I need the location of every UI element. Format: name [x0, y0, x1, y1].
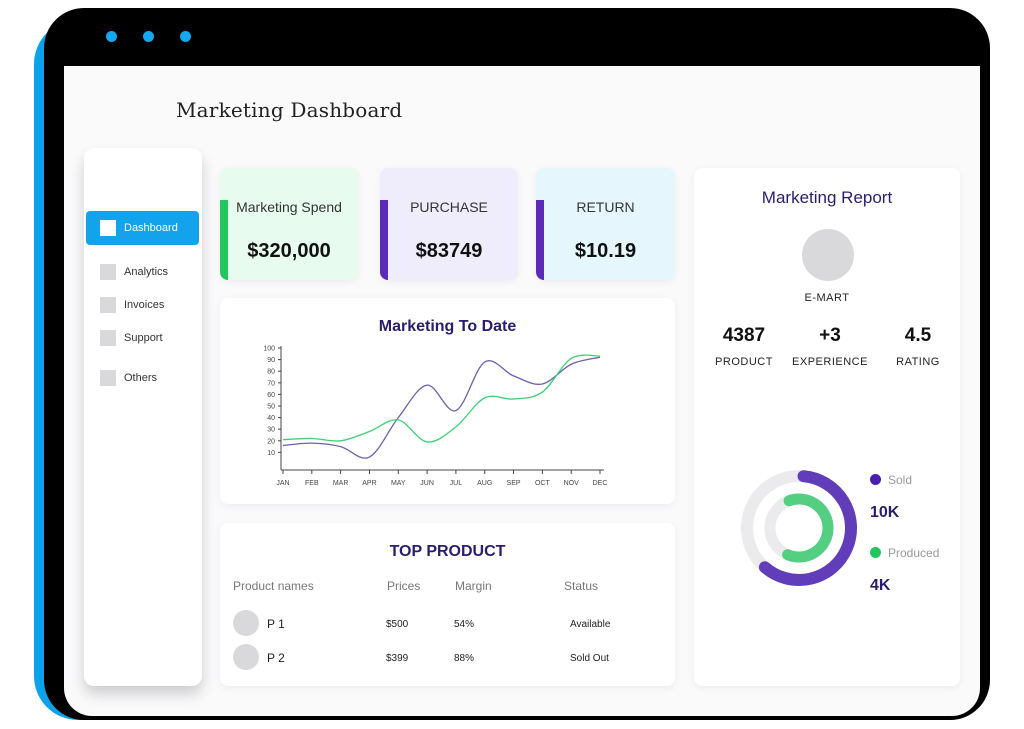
product-margin: 88% — [454, 653, 475, 664]
dashboard-icon — [100, 220, 116, 236]
window-dot-icon — [180, 31, 191, 42]
product-status: Sold Out — [570, 653, 609, 664]
sold-arc — [758, 470, 857, 586]
stat-experience-value: +3 — [819, 325, 841, 346]
x-tick-label: JUN — [420, 480, 434, 487]
produced-legend-label: Produced — [888, 546, 940, 560]
x-tick-label: DEC — [593, 480, 608, 487]
product-name: P 2 — [267, 651, 285, 665]
y-tick-label: 70 — [267, 380, 275, 387]
window-dot-icon — [106, 31, 117, 42]
y-tick-label: 50 — [267, 404, 275, 411]
series-line-2 — [282, 354, 601, 443]
column-header-status: Status — [564, 579, 599, 593]
marketing-report-card: Marketing Report E-MART 4387 PRODUCT +3 … — [694, 168, 960, 686]
stat-product-label: PRODUCT — [715, 356, 773, 368]
analytics-icon — [100, 264, 116, 280]
sidebar-item-label: Others — [124, 372, 158, 384]
sold-value: 10K — [870, 504, 900, 521]
sidebar-item-others[interactable]: Others — [100, 369, 157, 387]
product-margin: 54% — [454, 619, 475, 630]
x-tick-label: JUL — [450, 480, 463, 487]
sold-legend-dot-icon — [870, 474, 881, 485]
kpi-card-return: RETURN $10.19 — [536, 168, 675, 280]
chart-title: Marketing To Date — [378, 318, 517, 335]
product-price: $399 — [386, 653, 409, 664]
x-tick-label: NOV — [564, 480, 580, 487]
stat-rating-label: RATING — [896, 356, 940, 368]
produced-arc — [782, 493, 834, 563]
invoices-icon — [100, 297, 116, 313]
y-tick-label: 100 — [263, 346, 275, 353]
y-tick-label: 90 — [267, 357, 275, 364]
kpi-accent-bar — [220, 200, 228, 280]
sidebar: Dashboard Analytics Invoices Support Oth… — [84, 148, 202, 686]
report-title: Marketing Report — [761, 188, 893, 207]
produced-value: 4K — [870, 577, 891, 594]
produced-legend-dot-icon — [870, 547, 881, 558]
sidebar-item-invoices[interactable]: Invoices — [100, 296, 164, 314]
others-icon — [100, 370, 116, 386]
product-status: Available — [570, 619, 611, 630]
sidebar-item-support[interactable]: Support — [100, 329, 163, 347]
column-header-margin: Margin — [455, 579, 492, 593]
sold-produced-donut-chart — [741, 470, 857, 586]
store-name: E-MART — [804, 292, 850, 304]
support-icon — [100, 330, 116, 346]
y-tick-label: 40 — [267, 415, 275, 422]
sidebar-item-dashboard[interactable]: Dashboard — [86, 211, 199, 245]
sidebar-item-label: Dashboard — [124, 222, 178, 234]
x-tick-label: OCT — [535, 480, 551, 487]
kpi-card-marketing-spend: Marketing Spend $320,000 — [220, 168, 358, 280]
y-tick-label: 80 — [267, 369, 275, 376]
line-chart: 100 90 80 70 60 50 40 30 20 10 JAN FEB MAR APR MAY JUN J… — [263, 346, 608, 488]
kpi-value: $320,000 — [247, 240, 331, 262]
kpi-label: Marketing Spend — [236, 199, 342, 215]
x-tick-label: SEP — [507, 480, 521, 487]
column-header-prices: Prices — [387, 579, 421, 593]
product-thumbnail — [233, 644, 259, 670]
column-header-product-names: Product names — [233, 579, 314, 593]
store-avatar — [802, 229, 854, 281]
product-name: P 1 — [267, 617, 285, 631]
marketing-chart-card: Marketing To Date 100 90 80 70 60 50 40 30 20 10 J… — [220, 298, 675, 504]
x-tick-label: MAR — [333, 480, 349, 487]
x-tick-label: APR — [362, 480, 376, 487]
top-product-title: TOP PRODUCT — [389, 543, 506, 560]
kpi-label: PURCHASE — [410, 199, 488, 215]
stat-rating-value: 4.5 — [904, 325, 932, 346]
top-product-card: TOP PRODUCT Product names Prices Margin … — [220, 523, 675, 686]
stat-experience-label: EXPERIENCE — [792, 356, 868, 368]
y-tick-label: 60 — [267, 392, 275, 399]
product-price: $500 — [386, 619, 409, 630]
x-tick-label: FEB — [305, 480, 319, 487]
kpi-card-purchase: PURCHASE $83749 — [380, 168, 518, 280]
product-thumbnail — [233, 610, 259, 636]
sidebar-item-label: Analytics — [124, 266, 169, 278]
kpi-value: $83749 — [415, 240, 483, 262]
kpi-label: RETURN — [576, 199, 635, 215]
kpi-accent-bar — [380, 200, 388, 280]
x-tick-label: AUG — [477, 480, 492, 487]
kpi-accent-bar — [536, 200, 544, 280]
y-tick-label: 30 — [267, 427, 275, 434]
series-line-1 — [282, 356, 601, 459]
sidebar-item-analytics[interactable]: Analytics — [100, 263, 168, 281]
sidebar-item-label: Support — [124, 332, 163, 344]
sold-legend-label: Sold — [888, 473, 913, 487]
stat-product-value: 4387 — [722, 325, 766, 346]
y-tick-label: 20 — [267, 438, 275, 445]
window-dot-icon — [143, 31, 154, 42]
dashboard-screen: Marketing Dashboard Dashboard Analytics … — [64, 66, 980, 716]
page-title: Marketing Dashboard — [176, 98, 403, 122]
x-tick-label: JAN — [276, 480, 289, 487]
sidebar-item-label: Invoices — [124, 299, 165, 311]
x-tick-label: MAY — [391, 480, 406, 487]
y-tick-label: 10 — [267, 450, 275, 457]
kpi-value: $10.19 — [574, 240, 637, 262]
